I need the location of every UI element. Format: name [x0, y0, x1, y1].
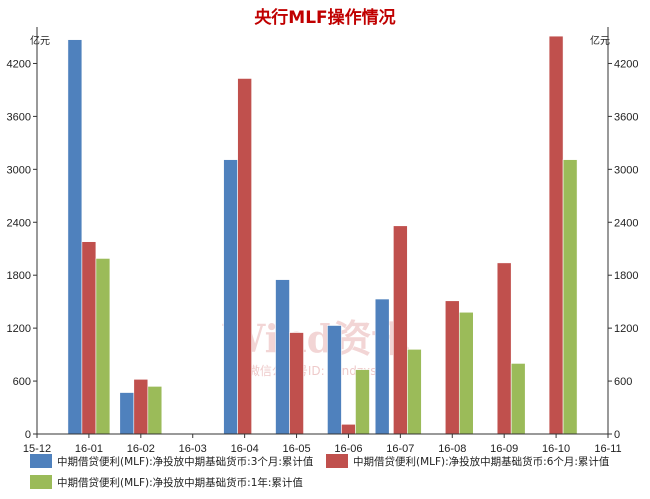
xtick-16-10: 16-10 — [542, 443, 570, 455]
bar-s3-16-07 — [407, 349, 422, 435]
bar-s3-16-09 — [510, 363, 526, 435]
xtick-16-05: 16-05 — [282, 443, 310, 455]
legend-label-3: 中期借贷便利(MLF):净投放中期基础货币:1年:累计值 — [57, 476, 303, 489]
bar-s2-16-10 — [548, 35, 564, 435]
legend-swatch-3 — [30, 475, 52, 489]
bar-s2-16-04 — [237, 78, 252, 435]
bar-s3-16-02 — [147, 386, 163, 435]
axes: 0 0 600 600 1200 1200 1800 1800 2400 2400 3000 3000… — [7, 27, 638, 455]
ytick-left-0: 0 — [25, 429, 31, 441]
xtick-16-08: 16-08 — [438, 443, 466, 455]
left-axis-unit: 亿元 — [30, 34, 50, 47]
ytick-right-4200: 4200 — [614, 58, 638, 70]
bar-s1-16-05 — [275, 279, 290, 435]
bar-s2-16-06 — [341, 423, 356, 435]
ytick-left-1800: 1800 — [7, 270, 31, 282]
bar-s3-16-08 — [458, 311, 474, 435]
legend-label-2: 中期借贷便利(MLF):净投放中期基础货币:6个月:累计值 — [353, 455, 610, 468]
ytick-left-600: 600 — [13, 376, 31, 388]
legend-label-1: 中期借贷便利(MLF):净投放中期基础货币:3个月:累计值 — [57, 455, 314, 468]
legend-swatch-2 — [326, 454, 348, 468]
bar-s2-16-02 — [133, 379, 149, 435]
legend-swatch-1 — [30, 454, 52, 468]
bar-s2-16-08 — [444, 300, 460, 435]
xtick-16-06: 16-06 — [334, 443, 362, 455]
xtick-16-09: 16-09 — [490, 443, 518, 455]
ytick-left-2400: 2400 — [7, 217, 31, 229]
ytick-left-1200: 1200 — [7, 323, 31, 335]
ytick-right-0: 0 — [614, 429, 620, 441]
bar-s3-16-06 — [355, 369, 370, 435]
ytick-left-4200: 4200 — [7, 58, 31, 70]
xtick-16-11: 16-11 — [594, 443, 621, 455]
ytick-right-2400: 2400 — [614, 217, 638, 229]
bar-s2-16-01 — [81, 241, 97, 435]
xtick-16-04: 16-04 — [231, 443, 259, 455]
bars — [67, 35, 578, 435]
bar-s2-16-09 — [496, 262, 512, 435]
ytick-left-3000: 3000 — [7, 164, 31, 176]
bar-s1-16-06 — [327, 325, 342, 435]
ytick-right-1800: 1800 — [614, 270, 638, 282]
bar-extra-16-07 — [374, 298, 390, 435]
chart-title: 央行MLF操作情况 — [254, 7, 395, 28]
bar-s1-16-02 — [119, 392, 135, 435]
xtick-15-12: 15-12 — [23, 443, 51, 455]
bar-s3-16-01 — [95, 258, 111, 435]
bar-s1-16-01 — [67, 39, 83, 435]
bar-s1-16-04 — [223, 159, 238, 435]
bar-s2-16-07 — [393, 225, 408, 435]
ytick-right-3600: 3600 — [614, 111, 638, 123]
xtick-16-01: 16-01 — [75, 443, 103, 455]
right-axis-unit: 亿元 — [590, 34, 610, 47]
legend: 中期借贷便利(MLF):净投放中期基础货币:3个月:累计值 中期借贷便利(MLF)… — [30, 454, 610, 489]
xtick-16-02: 16-02 — [127, 443, 155, 455]
ytick-right-3000: 3000 — [614, 164, 638, 176]
ytick-right-600: 600 — [614, 376, 632, 388]
bar-s3-16-10 — [562, 159, 578, 435]
xtick-16-03: 16-03 — [179, 443, 207, 455]
ytick-left-3600: 3600 — [7, 111, 31, 123]
bar-s2-16-05 — [289, 332, 304, 435]
xtick-16-07: 16-07 — [386, 443, 414, 455]
ytick-right-1200: 1200 — [614, 323, 638, 335]
